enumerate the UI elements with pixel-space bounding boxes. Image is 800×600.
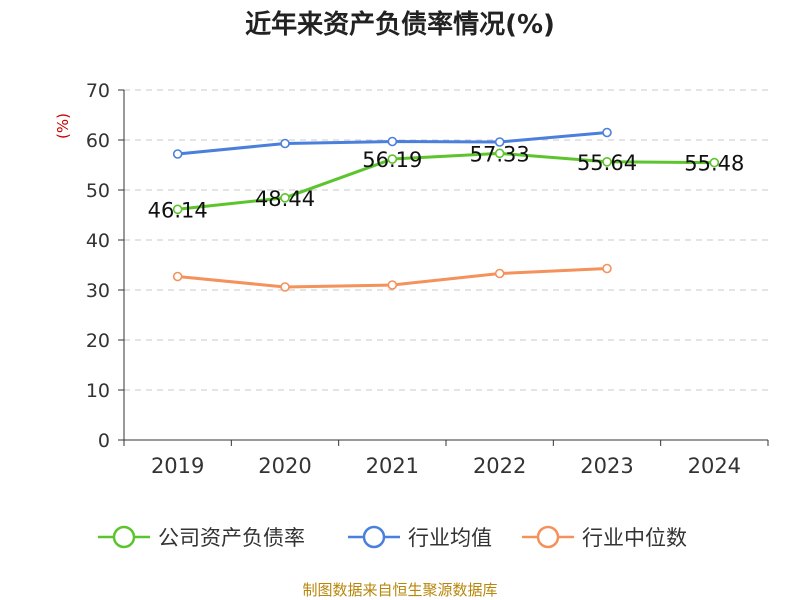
series-2 bbox=[172, 127, 612, 159]
legend-swatch-marker bbox=[362, 525, 386, 549]
data-point bbox=[387, 280, 398, 290]
x-tick-label: 2023 bbox=[580, 454, 633, 478]
y-tick-label: 0 bbox=[98, 430, 110, 452]
data-point bbox=[387, 136, 398, 147]
data-point bbox=[602, 263, 612, 274]
series-1 bbox=[172, 148, 720, 215]
data-point bbox=[494, 148, 505, 159]
data-point bbox=[172, 149, 183, 159]
y-tick-label: 40 bbox=[86, 230, 110, 252]
data-point bbox=[172, 271, 183, 282]
x-tick-label: 2019 bbox=[151, 454, 204, 478]
legend: 公司资产负债率 行业均值 行业中位数 bbox=[98, 525, 687, 550]
y-tick-label: 30 bbox=[86, 280, 110, 302]
legend-item: 行业均值 bbox=[348, 525, 492, 550]
series-3 bbox=[172, 263, 612, 292]
data-label: 57.33 bbox=[470, 142, 530, 166]
legend-item: 公司资产负债率 bbox=[98, 525, 305, 550]
data-point bbox=[602, 157, 612, 167]
legend-label: 公司资产负债率 bbox=[158, 526, 305, 550]
axes: 0 10 20 30 40 50 60 70 2019 2020 2021 2022 2023 2024 bbox=[86, 80, 769, 478]
data-point bbox=[387, 154, 398, 164]
legend-swatch-marker bbox=[112, 525, 136, 549]
data-point bbox=[494, 268, 505, 279]
y-tick-label: 50 bbox=[86, 180, 110, 202]
y-tick-label: 60 bbox=[86, 130, 110, 152]
chart-title: 近年来资产负债率情况(%) bbox=[245, 9, 555, 40]
data-label: 56.19 bbox=[362, 148, 422, 172]
y-axis-unit-label: (%) bbox=[54, 113, 72, 139]
x-tick-label: 2022 bbox=[473, 454, 526, 478]
legend-label: 行业均值 bbox=[408, 526, 492, 550]
x-tick-label: 2020 bbox=[258, 454, 311, 478]
series-line bbox=[176, 151, 716, 211]
data-point bbox=[494, 137, 505, 147]
data-label: 46.14 bbox=[148, 198, 208, 222]
data-label: 55.48 bbox=[684, 152, 744, 176]
series-group bbox=[172, 127, 720, 292]
data-labels: 46.14 48.44 56.19 57.33 55.64 55.48 bbox=[148, 142, 745, 222]
legend-swatch-marker bbox=[536, 525, 560, 549]
y-tick-label: 10 bbox=[86, 380, 110, 402]
x-tick-label: 2021 bbox=[366, 454, 419, 478]
data-label: 48.44 bbox=[255, 187, 315, 211]
y-tick-label: 70 bbox=[86, 80, 110, 102]
x-tick-label: 2024 bbox=[688, 454, 741, 478]
source-note: 制图数据来自恒生聚源数据库 bbox=[302, 581, 497, 599]
gridlines bbox=[124, 89, 768, 391]
y-tick-label: 20 bbox=[86, 330, 110, 352]
data-label: 55.64 bbox=[577, 151, 637, 175]
data-point bbox=[280, 282, 290, 292]
data-point bbox=[709, 157, 720, 168]
legend-label: 行业中位数 bbox=[582, 526, 687, 550]
data-point bbox=[172, 204, 183, 215]
data-point bbox=[280, 193, 290, 203]
data-point bbox=[280, 138, 290, 149]
legend-item: 行业中位数 bbox=[522, 525, 687, 550]
data-point bbox=[602, 127, 612, 138]
